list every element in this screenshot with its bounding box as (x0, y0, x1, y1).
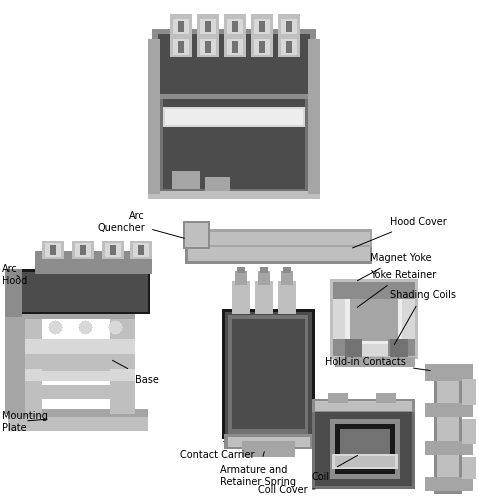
Text: Shading Coils: Shading Coils (390, 290, 456, 345)
Text: Magnet Yoke: Magnet Yoke (357, 253, 432, 281)
Text: Contact Carrier: Contact Carrier (180, 441, 254, 459)
Text: Base: Base (113, 361, 159, 384)
Text: Yoke Retainer: Yoke Retainer (357, 270, 436, 308)
Text: Arc
Quencher: Arc Quencher (97, 211, 184, 239)
Text: Arc
Hood: Arc Hood (2, 264, 27, 285)
Text: Hold-in Contacts: Hold-in Contacts (325, 356, 430, 371)
Text: Coil: Coil (312, 455, 358, 481)
Text: Hood Cover: Hood Cover (353, 216, 447, 248)
Text: Coil Cover: Coil Cover (258, 484, 315, 494)
Text: Armature and
Retainer Spring: Armature and Retainer Spring (220, 452, 296, 485)
Text: Mounting
Plate: Mounting Plate (2, 410, 48, 432)
